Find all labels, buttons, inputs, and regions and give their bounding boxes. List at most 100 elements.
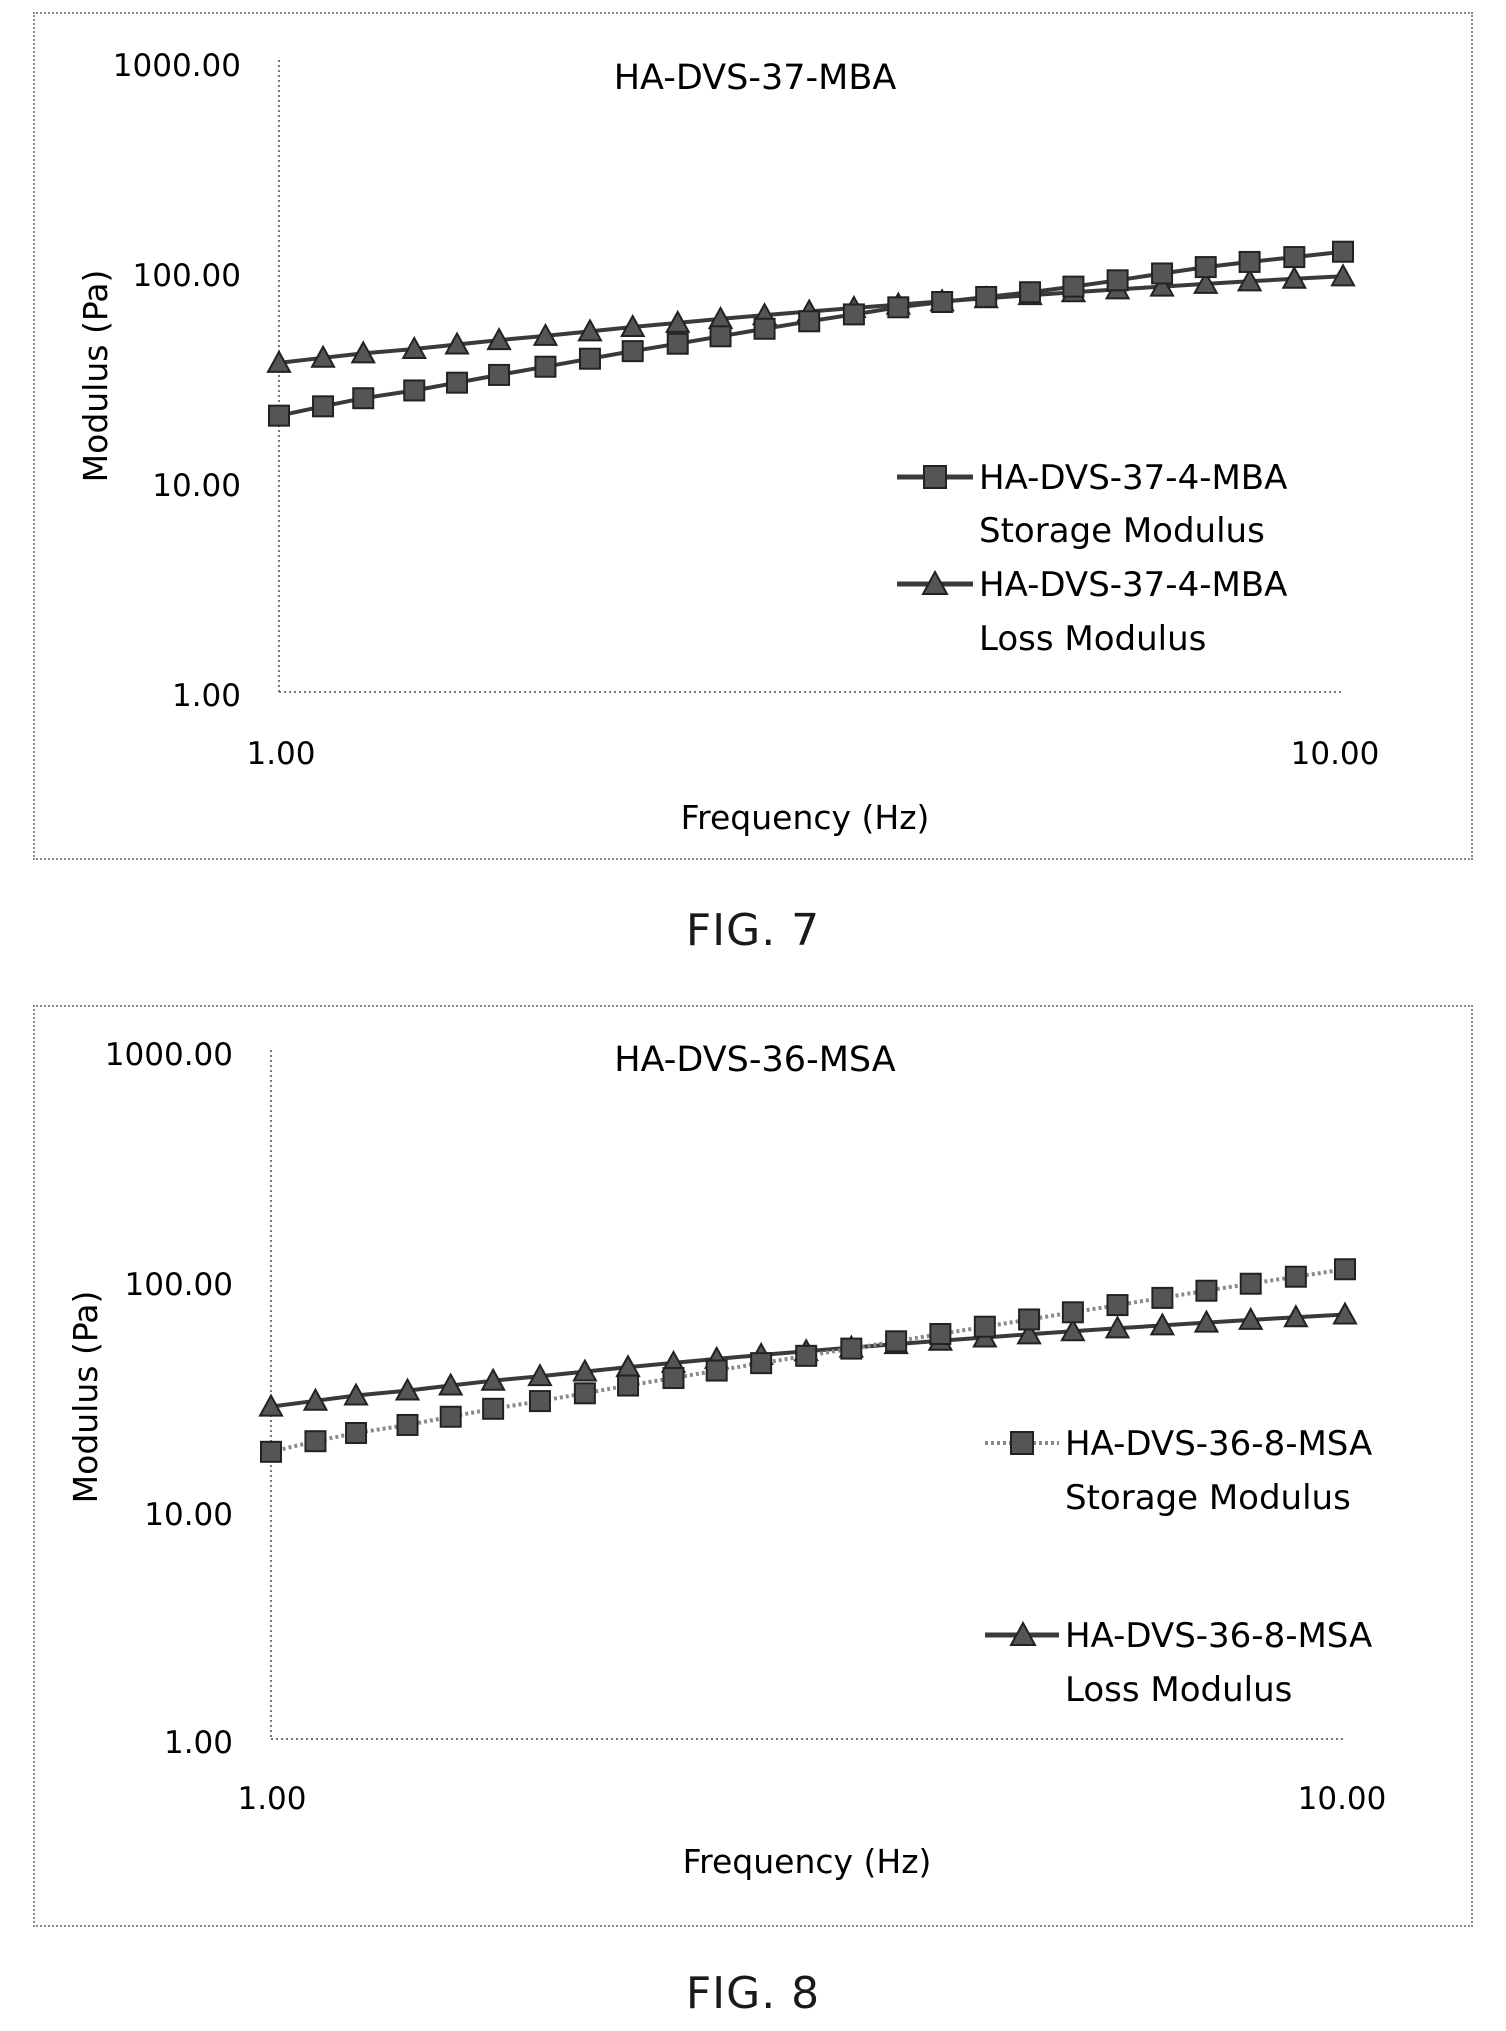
data-point-square [887,296,910,319]
data-point-square [345,1421,368,1444]
data-point-triangle [401,335,427,359]
y-tick-label: 1000.00 [105,1037,233,1073]
data-point-square [260,1440,282,1463]
data-point-square [573,1382,596,1405]
y-axis-label: Modulus (Pa) [66,1291,105,1504]
data-point-square [304,1430,327,1453]
data-point-triangle [1193,270,1219,294]
data-point-square [1334,1258,1356,1281]
data-point-square [1332,240,1354,263]
plot-area [258,1258,1358,1463]
data-point-triangle [480,1367,506,1391]
y-tick-label: 100.00 [133,258,241,294]
legend-label: HA-DVS-36-8-MSA [1065,1616,1372,1656]
data-point-triangle [572,1358,598,1382]
plot-area [266,240,1356,427]
legend: HA-DVS-36-8-MSA Storage Modulus HA-DVS-3… [985,1424,1372,1710]
data-point-square [528,1390,551,1413]
data-point-triangle [1238,1306,1264,1330]
y-tick-label: 10.00 [144,1497,233,1533]
data-point-square [1151,262,1174,285]
y-tick-label: 1.00 [172,678,241,714]
y-axis-label: Modulus (Pa) [76,270,115,483]
data-point-square [621,340,644,363]
data-point-square [709,325,732,348]
data-point-square [666,332,689,355]
data-point-square [842,303,865,326]
legend-marker-square-icon [1010,1431,1034,1455]
legend: HA-DVS-37-4-MBA Storage Modulus HA-DVS-3… [897,458,1287,659]
legend-label: Storage Modulus [979,511,1265,551]
data-point-square [1238,250,1261,273]
data-point-triangle [577,318,603,342]
data-point-triangle [444,331,470,355]
data-point-square [1018,1308,1041,1331]
x-axis-label: Frequency (Hz) [681,798,930,837]
figure-caption: FIG. 7 [685,905,821,956]
data-point-square [1151,1286,1174,1309]
data-point-square [840,1337,863,1360]
data-point-triangle [1281,265,1308,289]
x-tick-label: 1.00 [246,736,315,772]
data-point-triangle [532,322,559,346]
data-point-square [352,387,375,410]
data-point-triangle [1236,268,1263,292]
data-point-triangle [310,344,336,368]
data-point-square [1106,1294,1129,1317]
data-point-square [705,1359,728,1382]
chart-panel-fig7: HA-DVS-37-MBA 1000.00 100.00 10.00 1.00 … [33,12,1473,860]
data-point-square [1284,1265,1307,1288]
data-point-square [1195,1279,1218,1302]
data-point-triangle [1060,1318,1086,1342]
data-point-triangle [302,1387,329,1411]
data-point-square [488,363,511,386]
x-axis-label: Frequency (Hz) [683,1842,932,1881]
y-tick-label: 100.00 [125,1267,233,1303]
data-point-square [753,317,776,340]
data-point-square [396,1413,419,1436]
legend-marker-square-icon [923,465,947,489]
legend-label: Loss Modulus [1065,1670,1292,1710]
legend-marker-triangle-icon [1009,1620,1037,1646]
legend-marker-triangle-icon [921,569,949,595]
data-point-square [885,1330,908,1353]
x-axis: 1.00 10.00 Frequency (Hz) [237,1738,1386,1881]
y-tick-label: 1.00 [164,1725,233,1761]
data-point-square [975,285,998,308]
data-point-square [1283,246,1306,269]
legend-item-storage: HA-DVS-37-4-MBA Storage Modulus [897,458,1287,551]
data-point-triangle [1332,1301,1358,1325]
data-point-square [312,395,335,418]
figure-caption: FIG. 8 [685,1968,821,2019]
data-point-triangle [527,1363,553,1387]
y-axis: 1000.00 100.00 10.00 1.00 Modulus (Pa) [76,48,280,714]
data-point-triangle [1149,1312,1176,1336]
legend-item-storage: HA-DVS-36-8-MSA Storage Modulus [985,1424,1372,1518]
data-point-square [662,1367,685,1390]
legend-label: HA-DVS-37-4-MBA [979,565,1287,605]
data-point-triangle [620,313,646,338]
data-point-square [446,371,469,394]
data-point-square [973,1315,996,1338]
data-point-triangle [438,1372,464,1396]
data-point-triangle [665,309,691,333]
data-point-triangle [486,327,512,351]
chart-svg-fig8: HA-DVS-36-MSA 1000.00 100.00 10.00 1.00 … [66,1037,1386,1881]
y-tick-label: 1000.00 [113,48,241,84]
x-tick-label: 10.00 [1291,736,1380,772]
data-point-square [750,1352,773,1375]
data-point-square [929,1322,952,1345]
data-point-square [1019,281,1042,304]
legend-item-loss: HA-DVS-37-4-MBA Loss Modulus [897,565,1287,659]
data-point-square [1106,269,1129,292]
data-point-triangle [1104,1315,1131,1339]
data-point-square [534,355,557,378]
data-point-square [1194,256,1217,279]
data-point-triangle [1193,1309,1220,1333]
chart-title: HA-DVS-36-MSA [614,1040,895,1080]
y-axis: 1000.00 100.00 10.00 1.00 Modulus (Pa) [66,1037,272,1761]
data-point-triangle [1283,1304,1309,1328]
data-point-square [1239,1272,1262,1295]
data-point-triangle [394,1377,421,1401]
legend-label: Storage Modulus [1065,1478,1351,1518]
